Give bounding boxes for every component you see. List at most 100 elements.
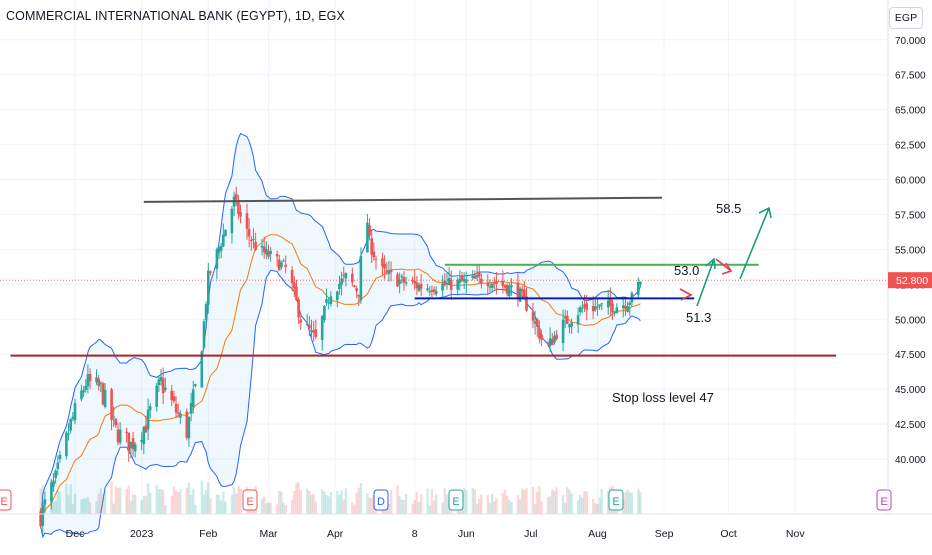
candle-body: [88, 374, 92, 382]
volume-bar: [510, 502, 513, 514]
arrow-down-1: [715, 258, 732, 272]
volume-bar: [428, 505, 431, 514]
candle-body: [284, 264, 287, 267]
volume-bar: [308, 491, 311, 514]
volume-bar: [112, 503, 115, 514]
volume-bar: [624, 492, 627, 514]
volume-bar: [359, 483, 363, 514]
candle-body: [237, 200, 240, 214]
event-marker[interactable]: [373, 489, 389, 511]
currency-button[interactable]: EGP: [889, 7, 923, 29]
candle-body: [297, 299, 300, 318]
candle-body: [336, 291, 339, 301]
volume-bar: [222, 491, 225, 514]
event-marker[interactable]: [448, 489, 464, 511]
volume-bar: [56, 490, 59, 514]
volume-bar: [200, 480, 204, 514]
volume-bar: [267, 502, 270, 514]
event-marker[interactable]: [608, 489, 624, 511]
volume-bar: [400, 499, 403, 514]
y-tick-label: 47.500: [895, 350, 926, 361]
arrow-down-1-head: [721, 262, 733, 275]
candle-body: [383, 263, 386, 269]
volume-bar: [293, 491, 296, 514]
volume-bar: [170, 495, 173, 514]
arrow-up-1: [696, 258, 715, 307]
volume-bar: [189, 494, 193, 514]
candle-body: [525, 296, 528, 311]
volume-bar: [387, 503, 391, 514]
volume-bar: [282, 502, 285, 514]
x-tick-label: Mar: [259, 528, 278, 540]
candle-body: [327, 302, 330, 304]
candle-body: [501, 281, 505, 286]
y-tick-label: 62.500: [895, 141, 926, 152]
y-tick-label: 45.000: [895, 385, 926, 396]
volume-bar: [486, 495, 489, 514]
volume-bar: [280, 491, 283, 514]
volume-bar: [417, 502, 421, 514]
volume-bar: [275, 504, 279, 514]
volume-bar: [84, 498, 87, 514]
volume-bar: [581, 497, 584, 514]
candle-body: [508, 285, 511, 297]
x-tick-label: Feb: [199, 528, 217, 540]
candle-body: [540, 334, 543, 340]
candle-body: [222, 234, 225, 247]
volume-bar: [398, 496, 401, 514]
candle-body: [312, 330, 315, 333]
candle-body: [385, 270, 388, 272]
volume-bar: [103, 489, 107, 514]
candle-body: [305, 323, 309, 325]
volume-bar: [443, 488, 446, 514]
candle-body: [230, 208, 234, 234]
x-tick-label: 2023: [130, 528, 154, 540]
volume-bar: [237, 485, 240, 514]
candle-body: [366, 222, 369, 253]
volume-bar: [297, 482, 300, 514]
volume-bar: [555, 487, 558, 514]
candle-body: [342, 274, 345, 276]
candle-body: [456, 280, 459, 290]
candle-body: [146, 409, 150, 430]
candle-body: [217, 247, 221, 253]
y-tick-label: 60.000: [895, 176, 926, 187]
volume-bar: [518, 499, 522, 514]
candle-body: [110, 389, 113, 421]
volume-bar: [290, 499, 294, 514]
volume-bar: [501, 492, 504, 514]
candle-body: [191, 389, 195, 407]
x-tick-label: Nov: [786, 528, 805, 540]
volume-bar: [295, 482, 298, 514]
candle-body: [170, 390, 173, 400]
candle-body: [520, 288, 524, 292]
volume-bar: [475, 504, 479, 514]
candle-body: [293, 282, 296, 289]
candle-body: [374, 258, 378, 260]
resistance-label: 58.5: [716, 201, 741, 216]
volume-bar: [551, 489, 554, 514]
event-marker[interactable]: [242, 489, 258, 511]
volume-bar: [177, 492, 180, 514]
volume-bar: [637, 489, 640, 514]
candle-body: [157, 379, 161, 386]
candle-body: [200, 351, 204, 388]
candle-body: [486, 283, 490, 286]
event-marker[interactable]: [0, 489, 12, 511]
volume-bar: [568, 489, 571, 514]
stop-loss-label: Stop loss level 47: [612, 390, 714, 405]
event-marker-label: E: [0, 496, 7, 508]
volume-bar: [441, 502, 444, 514]
volume-bar: [159, 489, 163, 514]
bollinger-fill: [40, 133, 641, 537]
candle-body: [357, 294, 361, 297]
volume-bar: [426, 488, 429, 514]
arrow-up-1-head: [705, 257, 716, 270]
volume-bar: [172, 486, 176, 514]
volume-bar: [80, 499, 83, 514]
candle-body: [555, 334, 558, 340]
candle-body: [133, 444, 137, 452]
candle-body: [553, 335, 556, 343]
